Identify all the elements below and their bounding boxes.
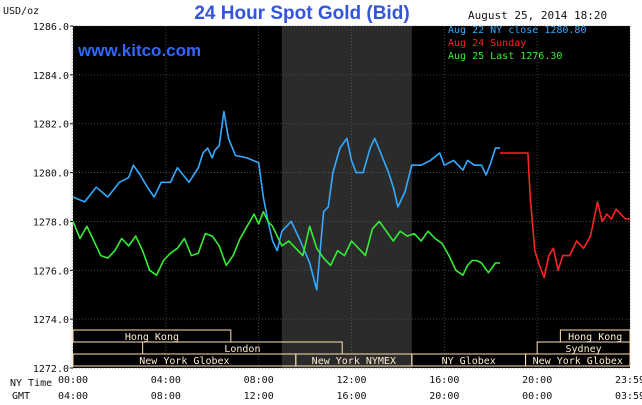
- series-line-3: [72, 210, 500, 277]
- series-line-2: [500, 152, 630, 279]
- website-label: www.kitco.com: [77, 41, 201, 60]
- session-label: Hong Kong: [125, 332, 179, 343]
- legend-item-aug25: Aug 25 Last 1276.30: [448, 51, 562, 62]
- y-tick-label: 1282.0: [33, 120, 69, 131]
- gmt-tick: 20:00: [429, 391, 459, 402]
- session-box: [525, 353, 631, 367]
- gmt-tick: 16:00: [336, 391, 366, 402]
- legend: Aug 22 NY close 1280.80 Aug 24 Sunday Au…: [448, 25, 586, 62]
- y-tick-label: 1278.0: [33, 217, 69, 228]
- ny-time-tick: 12:00: [336, 375, 366, 386]
- y-axis-label: USD/oz: [3, 6, 39, 17]
- ny-time-label: NY Time: [10, 378, 52, 389]
- series-line-1: [72, 110, 500, 291]
- session-label: Sydney: [566, 344, 602, 355]
- x-ticks: NY Time 00:00 04:00 08:00 12:00 16:00 20:00 23:…: [10, 375, 642, 402]
- ny-time-tick: 16:00: [429, 375, 459, 386]
- gmt-tick: 12:00: [244, 391, 274, 402]
- chart-title: 24 Hour Spot Gold (Bid): [194, 3, 409, 24]
- session-label: New York Globex: [533, 356, 623, 367]
- gmt-label: GMT: [12, 391, 30, 402]
- session-label: NY Globex: [442, 356, 496, 367]
- session-label: London: [224, 344, 260, 355]
- series-lines: [72, 110, 630, 291]
- y-tick-label: 1276.0: [33, 266, 69, 277]
- y-tick-label: 1284.0: [33, 71, 69, 82]
- timestamp: August 25, 2014 18:20: [468, 9, 607, 22]
- y-tick-label: 1286.0: [33, 22, 69, 33]
- nymex-shade: [281, 26, 412, 368]
- y-tick-label: 1280.0: [33, 169, 69, 180]
- ny-time-tick: 23:59: [615, 375, 642, 386]
- session-label: New York NYMEX: [312, 356, 396, 367]
- grid: [72, 25, 631, 369]
- ny-time-tick: 04:00: [151, 375, 181, 386]
- y-tick-label: 1274.0: [33, 315, 69, 326]
- y-ticks: 1286.0 1284.0 1282.0 1280.0 1278.0 1276.0 1274…: [33, 22, 73, 375]
- gmt-tick: 00:00: [522, 391, 552, 402]
- ny-time-tick: 08:00: [244, 375, 274, 386]
- gmt-tick: 08:00: [151, 391, 181, 402]
- session-label: Hong Kong: [568, 332, 622, 343]
- gmt-tick: 04:00: [58, 391, 88, 402]
- legend-item-aug24: Aug 24 Sunday: [448, 38, 526, 49]
- ny-time-tick: 20:00: [522, 375, 552, 386]
- session-label: New York Globex: [139, 356, 229, 367]
- y-tick-label: 1272.0: [33, 364, 69, 375]
- legend-item-aug22: Aug 22 NY close 1280.80: [448, 25, 586, 36]
- ny-time-tick: 00:00: [58, 375, 88, 386]
- gmt-tick: 03:59: [615, 391, 642, 402]
